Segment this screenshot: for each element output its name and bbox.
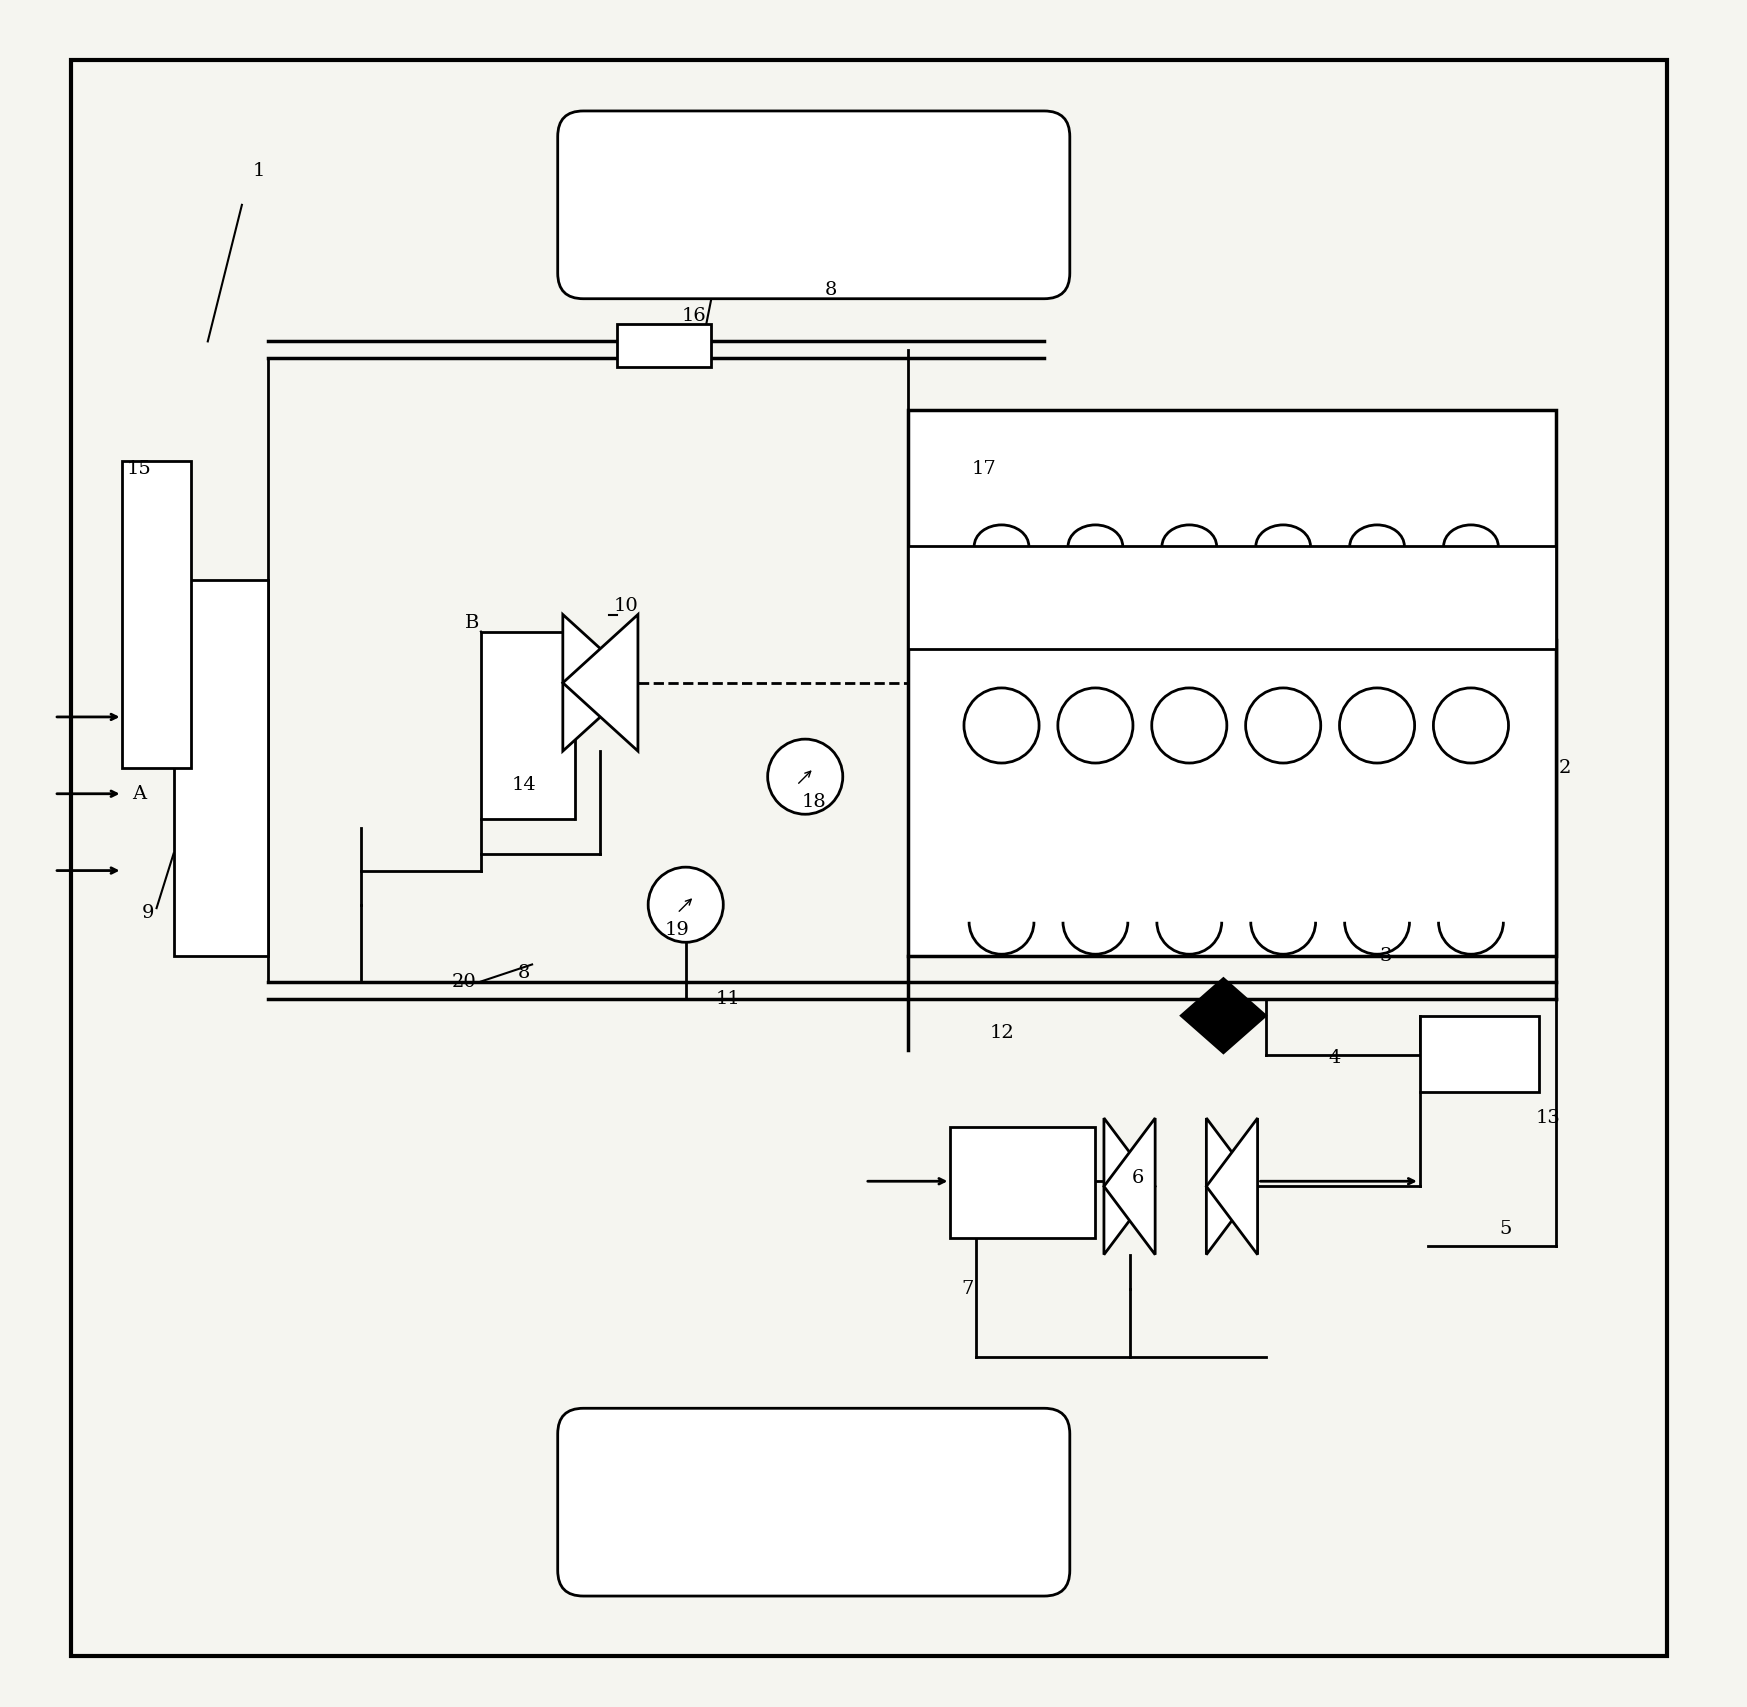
Text: 16: 16 — [681, 307, 706, 324]
Circle shape — [767, 739, 842, 814]
Polygon shape — [563, 615, 638, 751]
Bar — [1420, 1016, 1539, 1092]
Text: 4: 4 — [1328, 1050, 1340, 1067]
Text: 3: 3 — [1380, 947, 1392, 964]
Text: 15: 15 — [128, 461, 152, 478]
Bar — [950, 1127, 1095, 1238]
Polygon shape — [1104, 1118, 1155, 1255]
Text: 18: 18 — [802, 794, 826, 811]
Text: 8: 8 — [517, 964, 529, 982]
FancyBboxPatch shape — [557, 111, 1069, 299]
Text: B: B — [465, 615, 479, 632]
Bar — [908, 410, 1557, 956]
Text: 7: 7 — [961, 1280, 973, 1297]
Text: 14: 14 — [512, 777, 536, 794]
Bar — [617, 324, 711, 367]
Bar — [173, 580, 267, 956]
Bar — [122, 461, 190, 768]
Text: 8: 8 — [825, 282, 837, 299]
Text: 6: 6 — [1132, 1169, 1144, 1186]
Polygon shape — [563, 615, 638, 751]
Circle shape — [964, 688, 1039, 763]
Text: 9: 9 — [142, 905, 154, 922]
Bar — [480, 632, 575, 819]
FancyBboxPatch shape — [557, 1408, 1069, 1596]
Text: 2: 2 — [1558, 760, 1571, 777]
Text: 20: 20 — [451, 973, 477, 990]
Circle shape — [648, 867, 723, 942]
Text: 17: 17 — [971, 461, 998, 478]
Text: 10: 10 — [613, 597, 638, 615]
Circle shape — [1246, 688, 1321, 763]
Text: 19: 19 — [666, 922, 690, 939]
Polygon shape — [1207, 1118, 1258, 1255]
Text: A: A — [133, 785, 147, 802]
Polygon shape — [1181, 978, 1267, 1053]
Circle shape — [1433, 688, 1508, 763]
Circle shape — [1059, 688, 1134, 763]
Text: 5: 5 — [1499, 1221, 1511, 1238]
Polygon shape — [1104, 1118, 1155, 1255]
Circle shape — [1151, 688, 1226, 763]
Text: 1: 1 — [253, 162, 266, 179]
Circle shape — [1340, 688, 1415, 763]
Text: 11: 11 — [716, 990, 741, 1007]
Polygon shape — [1207, 1118, 1258, 1255]
Text: 13: 13 — [1536, 1110, 1560, 1127]
Text: 12: 12 — [989, 1024, 1013, 1041]
Bar — [908, 546, 1557, 649]
